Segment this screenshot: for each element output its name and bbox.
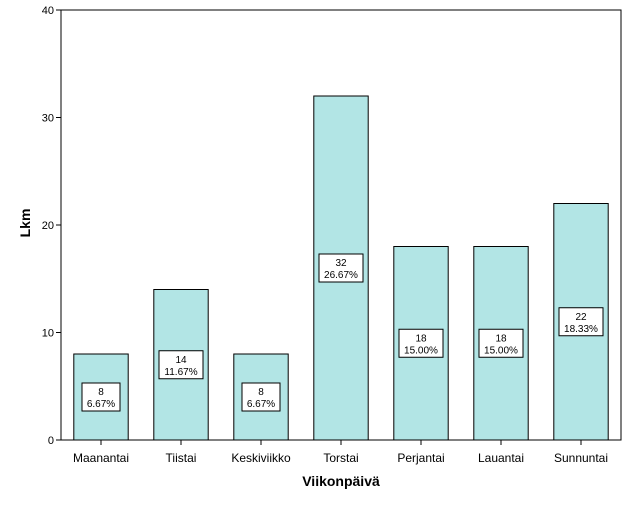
y-tick-label: 20 xyxy=(42,220,54,232)
y-tick-label: 30 xyxy=(42,113,54,125)
y-tick-label: 0 xyxy=(48,435,54,447)
data-label-percent: 18.33% xyxy=(564,324,598,335)
x-tick-label: Torstai xyxy=(323,451,358,465)
data-label-box xyxy=(81,382,121,412)
y-axis-label: Lkm xyxy=(17,209,33,238)
x-tick-label: Keskiviikko xyxy=(231,451,291,465)
x-tick-label: Lauantai xyxy=(478,451,524,465)
data-label-value: 22 xyxy=(575,312,587,323)
x-tick-label: Sunnuntai xyxy=(554,451,608,465)
data-label-box xyxy=(478,328,524,358)
data-label-box xyxy=(241,382,281,412)
data-label-value: 8 xyxy=(258,387,264,398)
data-label-percent: 6.67% xyxy=(247,399,275,410)
data-label-value: 18 xyxy=(415,333,427,344)
x-tick-label: Maanantai xyxy=(73,451,129,465)
y-tick-label: 10 xyxy=(42,328,54,340)
data-label-percent: 26.67% xyxy=(324,270,358,281)
data-label-percent: 6.67% xyxy=(87,399,115,410)
x-tick-label: Perjantai xyxy=(397,451,444,465)
data-label-box xyxy=(398,328,444,358)
y-tick-label: 40 xyxy=(42,5,54,17)
data-label-value: 18 xyxy=(495,333,507,344)
data-label-percent: 11.67% xyxy=(164,367,197,378)
data-label-box xyxy=(558,307,604,337)
x-axis-label: Viikonpäivä xyxy=(302,473,380,489)
data-label-percent: 15.00% xyxy=(404,345,438,356)
data-label-value: 8 xyxy=(98,387,104,398)
data-label-box xyxy=(318,253,364,283)
data-label-box xyxy=(158,350,204,380)
data-label-value: 14 xyxy=(175,355,187,366)
data-label-value: 32 xyxy=(335,258,347,269)
x-tick-label: Tiistai xyxy=(166,451,197,465)
plot-area: 010203040Maanantai86.67%Tiistai1411.67%K… xyxy=(42,5,622,465)
data-label-percent: 15.00% xyxy=(484,345,518,356)
